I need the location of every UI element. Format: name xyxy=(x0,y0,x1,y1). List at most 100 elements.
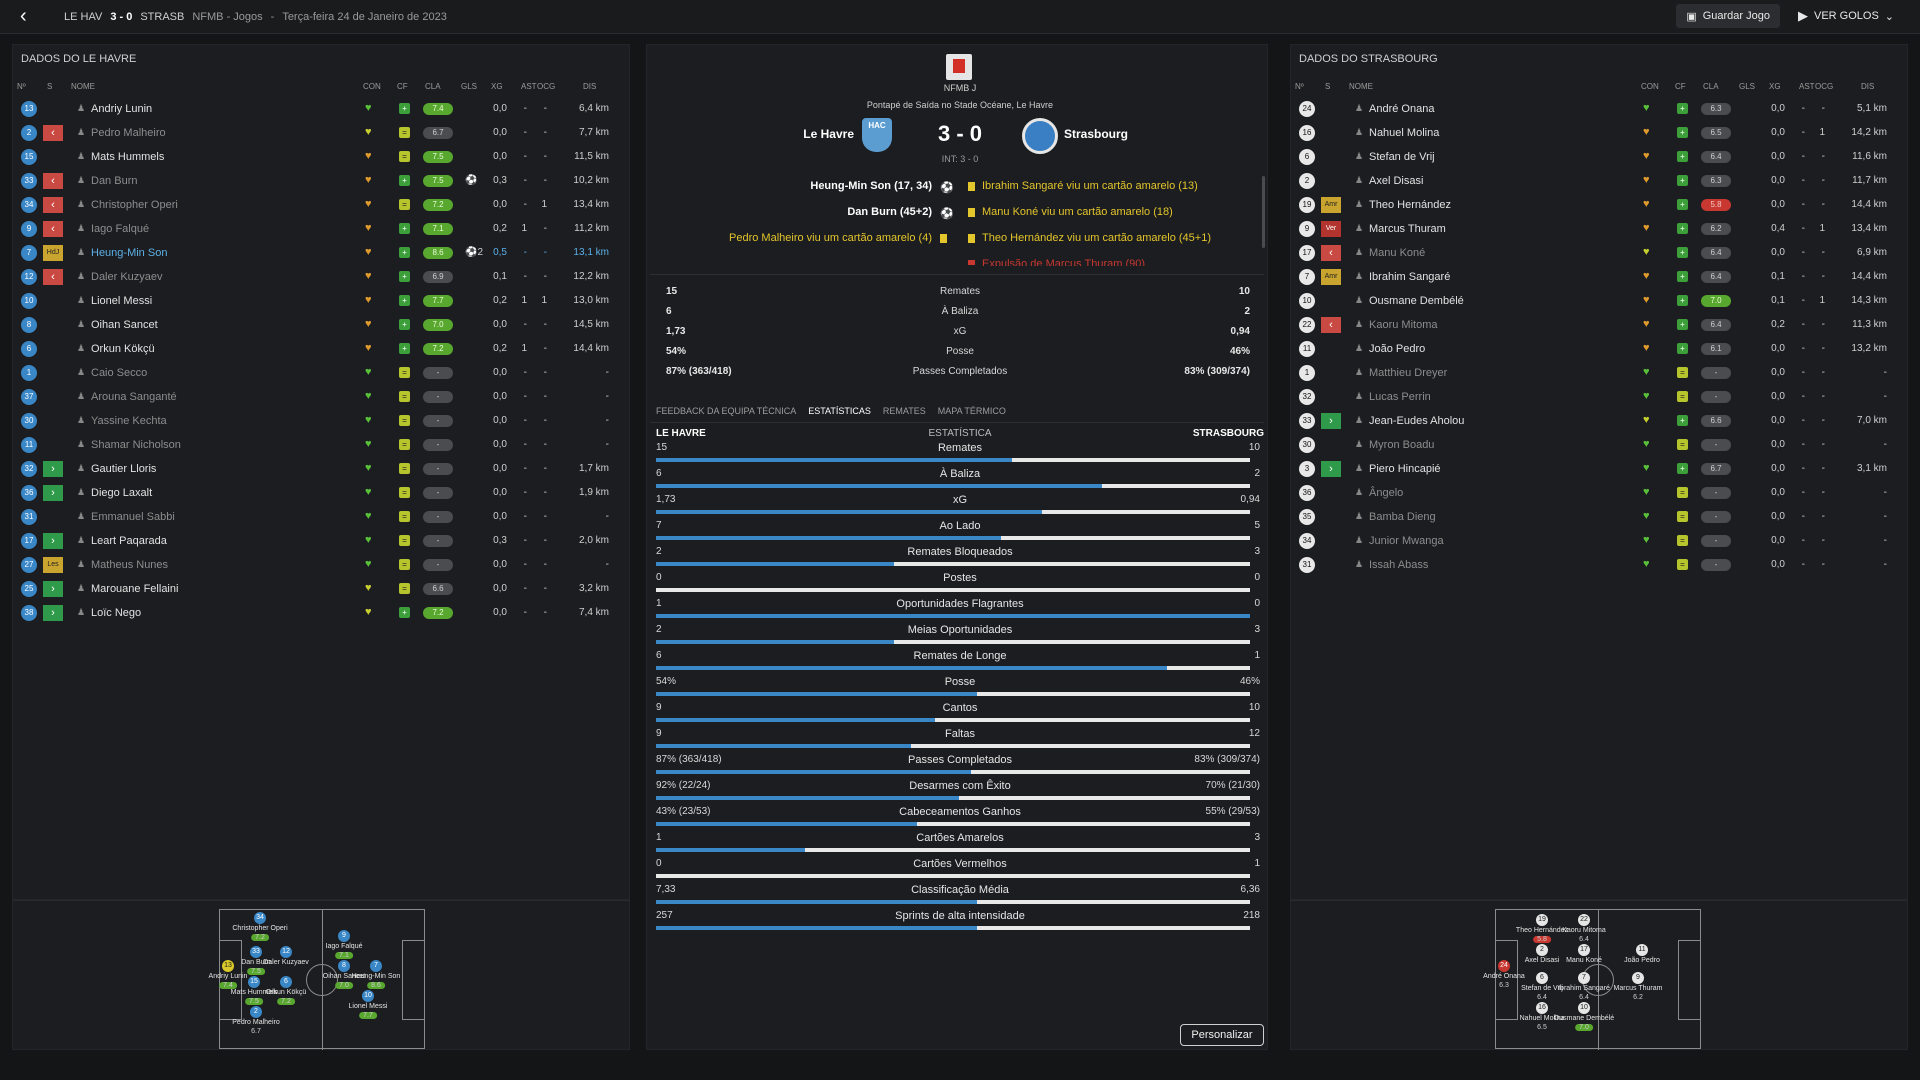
header-ocg[interactable]: OCG xyxy=(1815,82,1834,91)
away-team-name[interactable]: Strasbourg xyxy=(1064,127,1129,141)
header-ast[interactable]: AST xyxy=(521,82,537,91)
player-name[interactable]: Andriy Lunin xyxy=(91,103,153,115)
player-row[interactable]: 12 ‹ ♟ Daler Kuzyaev ♥ +6.9 0,1 - - 12,2 km xyxy=(13,265,629,289)
formation-marker[interactable]: 7 xyxy=(1578,972,1590,984)
header-con[interactable]: CON xyxy=(1641,82,1659,91)
formation-marker[interactable]: 15 xyxy=(248,976,260,988)
events-scrollbar[interactable] xyxy=(1262,176,1265,248)
player-row[interactable]: 16 ♟ Nahuel Molina ♥ +6.5 0,0 - 1 14,2 km xyxy=(1291,121,1907,145)
formation-marker[interactable]: 6 xyxy=(1536,972,1548,984)
player-name[interactable]: Ibrahim Sangaré xyxy=(1369,271,1451,283)
player-row[interactable]: 32 ♟ Lucas Perrin ♥ = - 0,0 - - - xyxy=(1291,385,1907,409)
player-name[interactable]: Arouna Sanganté xyxy=(91,391,177,403)
tab-3[interactable]: REMATES xyxy=(882,406,926,416)
player-name[interactable]: Axel Disasi xyxy=(1369,175,1424,187)
formation-marker[interactable]: 33 xyxy=(250,946,262,958)
back-icon[interactable]: ‹ xyxy=(20,4,27,27)
home-team-name[interactable]: Le Havre xyxy=(803,127,854,141)
player-row[interactable]: 10 ♟ Ousmane Dembélé ♥ +7.0 0,1 - 1 14,3 km xyxy=(1291,289,1907,313)
formation-marker[interactable]: 24 xyxy=(1498,960,1510,972)
player-name[interactable]: André Onana xyxy=(1369,103,1435,115)
player-name[interactable]: Stefan de Vrij xyxy=(1369,151,1435,163)
player-row[interactable]: 8 ♟ Oihan Sancet ♥ +7.0 0,0 - - 14,5 km xyxy=(13,313,629,337)
header-num[interactable]: Nº xyxy=(1295,82,1304,91)
player-name[interactable]: Pedro Malheiro xyxy=(91,127,166,139)
player-row[interactable]: 13 ♟ Andriy Lunin ♥ +7.4 0,0 - - 6,4 km xyxy=(13,97,629,121)
player-row[interactable]: 31 ♟ Emmanuel Sabbi ♥ = - 0,0 - - - xyxy=(13,505,629,529)
competition-link[interactable]: NFMB - Jogos xyxy=(192,10,263,23)
header-num[interactable]: Nº xyxy=(17,82,26,91)
formation-marker[interactable]: 13 xyxy=(222,960,234,972)
header-cla[interactable]: CLA xyxy=(425,82,441,91)
header-xg[interactable]: XG xyxy=(1769,82,1781,91)
header-dis[interactable]: DIS xyxy=(1861,82,1875,91)
header-name[interactable]: NOME xyxy=(1349,82,1373,91)
player-row[interactable]: 24 ♟ André Onana ♥ +6.3 0,0 - - 5,1 km xyxy=(1291,97,1907,121)
header-s[interactable]: S xyxy=(1325,82,1331,91)
player-name[interactable]: Issah Abass xyxy=(1369,559,1429,571)
header-ocg[interactable]: OCG xyxy=(537,82,556,91)
player-name[interactable]: Emmanuel Sabbi xyxy=(91,511,175,523)
player-name[interactable]: Theo Hernández xyxy=(1369,199,1451,211)
player-row[interactable]: 37 ♟ Arouna Sanganté ♥ = - 0,0 - - - xyxy=(13,385,629,409)
formation-marker[interactable]: 2 xyxy=(250,1006,262,1018)
player-name[interactable]: Lionel Messi xyxy=(91,295,153,307)
player-row[interactable]: 35 ♟ Bamba Dieng ♥ = - 0,0 - - - xyxy=(1291,505,1907,529)
header-name[interactable]: NOME xyxy=(71,82,95,91)
player-row[interactable]: 22 ‹ ♟ Kaoru Mitoma ♥ +6.4 0,2 - - 11,3 km xyxy=(1291,313,1907,337)
player-name[interactable]: Caio Secco xyxy=(91,367,148,379)
player-row[interactable]: 31 ♟ Issah Abass ♥ = - 0,0 - - - xyxy=(1291,553,1907,577)
player-name[interactable]: Christopher Operi xyxy=(91,199,178,211)
save-game-button[interactable]: ▣ Guardar Jogo xyxy=(1676,4,1780,28)
player-row[interactable]: 7 HdJ ♟ Heung-Min Son ♥ +8.6 ⚽2 0,5 - - 13,1 km xyxy=(13,241,629,265)
player-name[interactable]: Heung-Min Son xyxy=(91,247,168,259)
player-row[interactable]: 11 ♟ João Pedro ♥ +6.1 0,0 - - 13,2 km xyxy=(1291,337,1907,361)
formation-marker[interactable]: 19 xyxy=(1536,914,1548,926)
player-name[interactable]: Piero Hincapié xyxy=(1369,463,1441,475)
player-name[interactable]: Matheus Nunes xyxy=(91,559,169,571)
player-name[interactable]: Matthieu Dreyer xyxy=(1369,367,1448,379)
player-row[interactable]: 6 ♟ Orkun Kökçü ♥ +7.2 0,2 1 - 14,4 km xyxy=(13,337,629,361)
player-row[interactable]: 7 Amr ♟ Ibrahim Sangaré ♥ +6.4 0,1 - - 14,4 km xyxy=(1291,265,1907,289)
formation-marker[interactable]: 10 xyxy=(362,990,374,1002)
player-name[interactable]: Daler Kuzyaev xyxy=(91,271,163,283)
header-ast[interactable]: AST xyxy=(1799,82,1815,91)
player-name[interactable]: Junior Mwanga xyxy=(1369,535,1444,547)
player-name[interactable]: Orkun Kökçü xyxy=(91,343,155,355)
player-row[interactable]: 30 ♟ Myron Boadu ♥ = - 0,0 - - - xyxy=(1291,433,1907,457)
header-cla[interactable]: CLA xyxy=(1703,82,1719,91)
player-name[interactable]: Oihan Sancet xyxy=(91,319,158,331)
player-row[interactable]: 17 › ♟ Leart Paqarada ♥ = - 0,3 - - 2,0 km xyxy=(13,529,629,553)
player-row[interactable]: 33 ‹ ♟ Dan Burn ♥ +7.5 ⚽ 0,3 - - 10,2 km xyxy=(13,169,629,193)
player-name[interactable]: Nahuel Molina xyxy=(1369,127,1440,139)
player-row[interactable]: 30 ♟ Yassine Kechta ♥ = - 0,0 - - - xyxy=(13,409,629,433)
player-name[interactable]: Ousmane Dembélé xyxy=(1369,295,1464,307)
header-cf[interactable]: CF xyxy=(1675,82,1686,91)
formation-marker[interactable]: 7 xyxy=(370,960,382,972)
player-row[interactable]: 25 › ♟ Marouane Fellaini ♥ = 6.6 0,0 - - 3,2 km xyxy=(13,577,629,601)
header-dis[interactable]: DIS xyxy=(583,82,597,91)
player-row[interactable]: 6 ♟ Stefan de Vrij ♥ +6.4 0,0 - - 11,6 km xyxy=(1291,145,1907,169)
player-row[interactable]: 17 ‹ ♟ Manu Koné ♥ +6.4 0,0 - - 6,9 km xyxy=(1291,241,1907,265)
player-name[interactable]: Dan Burn xyxy=(91,175,138,187)
player-row[interactable]: 34 ‹ ♟ Christopher Operi ♥ = 7.2 0,0 - 1 13,4 km xyxy=(13,193,629,217)
player-name[interactable]: Loïc Nego xyxy=(91,607,142,619)
tab-1[interactable]: FEEDBACK DA EQUIPA TÉCNICA xyxy=(656,406,797,416)
player-name[interactable]: Leart Paqarada xyxy=(91,535,167,547)
player-row[interactable]: 3 › ♟ Piero Hincapié ♥ +6.7 0,0 - - 3,1 km xyxy=(1291,457,1907,481)
player-row[interactable]: 34 ♟ Junior Mwanga ♥ = - 0,0 - - - xyxy=(1291,529,1907,553)
player-name[interactable]: Yassine Kechta xyxy=(91,415,167,427)
player-row[interactable]: 1 ♟ Caio Secco ♥ = - 0,0 - - - xyxy=(13,361,629,385)
player-row[interactable]: 11 ♟ Shamar Nicholson ♥ = - 0,0 - - - xyxy=(13,433,629,457)
player-row[interactable]: 9 Ver ♟ Marcus Thuram ♥ +6.2 0,4 - 1 13,4 km xyxy=(1291,217,1907,241)
player-row[interactable]: 32 › ♟ Gautier Lloris ♥ = - 0,0 - - 1,7 km xyxy=(13,457,629,481)
tab-2[interactable]: ESTATÍSTICAS xyxy=(808,406,871,416)
formation-marker[interactable]: 6 xyxy=(280,976,292,988)
player-row[interactable]: 9 ‹ ♟ Iago Falqué ♥ +7.1 0,2 1 - 11,2 km xyxy=(13,217,629,241)
player-row[interactable]: 27 Les ♟ Matheus Nunes ♥ = - 0,0 - - - xyxy=(13,553,629,577)
watch-goals-button[interactable]: ▶ VER GOLOS ⌄ xyxy=(1788,4,1904,28)
player-row[interactable]: 2 ♟ Axel Disasi ♥ +6.3 0,0 - - 11,7 km xyxy=(1291,169,1907,193)
header-cf[interactable]: CF xyxy=(397,82,408,91)
player-name[interactable]: Bamba Dieng xyxy=(1369,511,1436,523)
player-name[interactable]: Myron Boadu xyxy=(1369,439,1435,451)
